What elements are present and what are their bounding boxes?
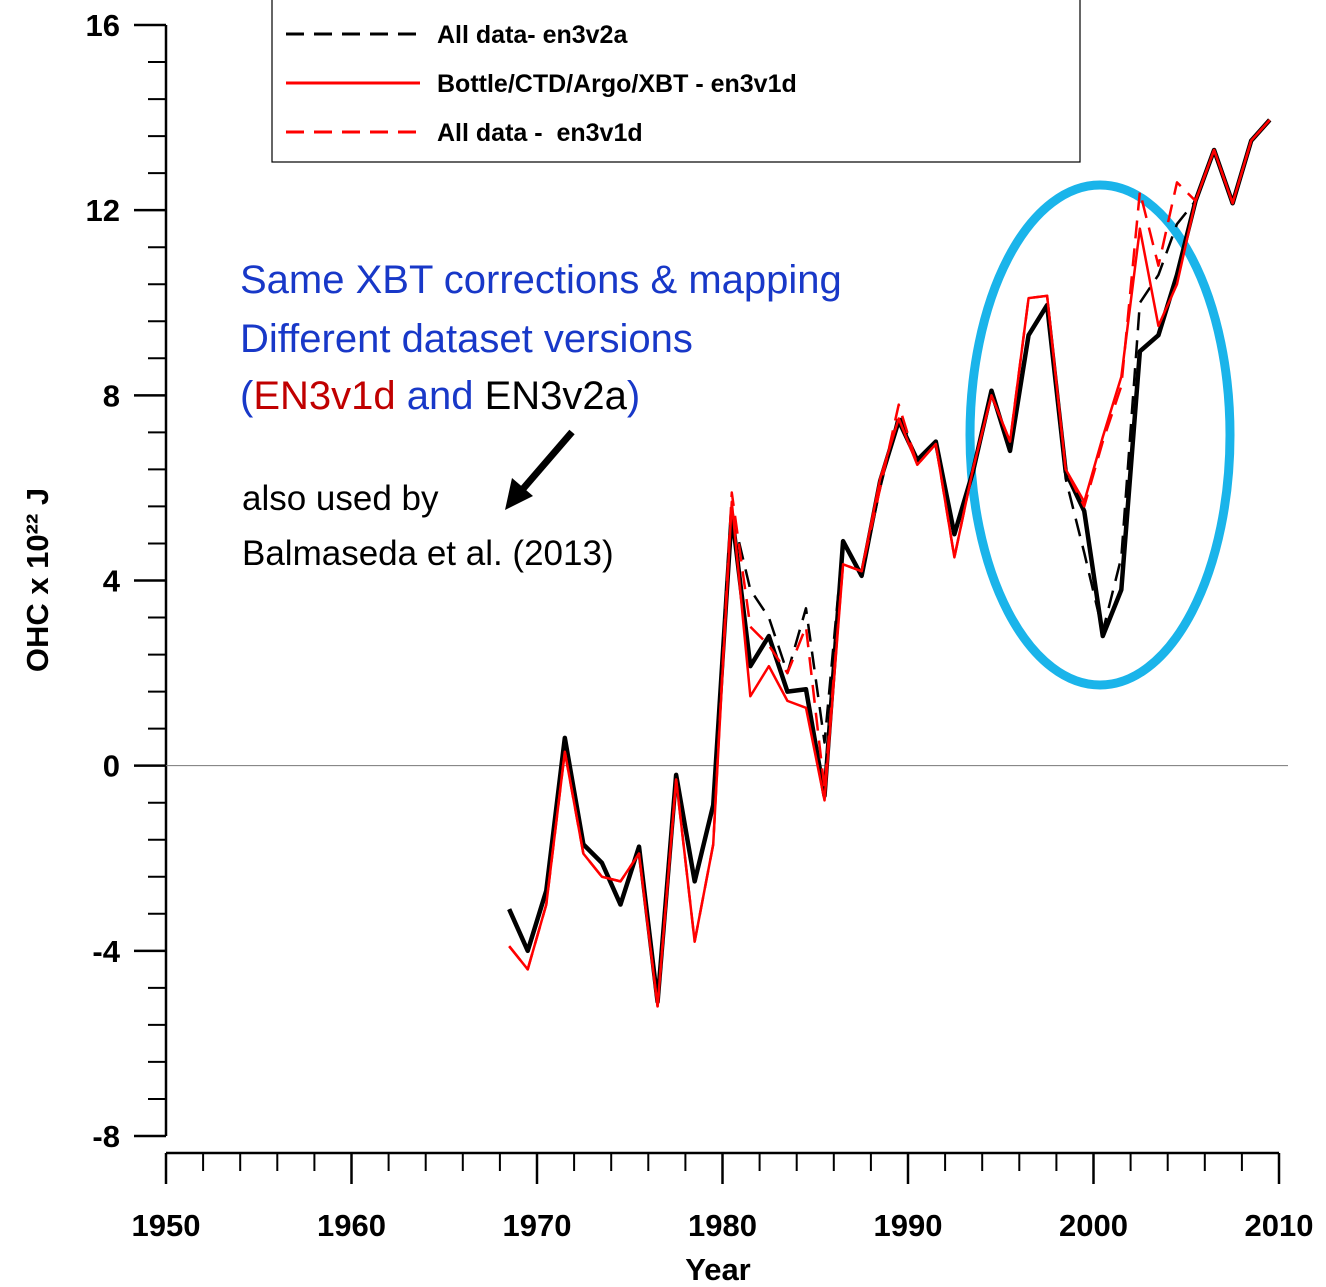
annotation-part: EN3v2a: [485, 374, 628, 418]
y-tick-label: -8: [92, 1119, 120, 1154]
series-line: [508, 119, 1271, 1008]
series-line: [508, 119, 1271, 1003]
x-tick-label: 1990: [874, 1208, 943, 1243]
note: Balmaseda et al. (2013): [242, 534, 614, 573]
highlight-ellipse: [965, 180, 1235, 690]
x-tick-label: 1960: [317, 1208, 386, 1243]
y-tick-label: 16: [86, 8, 120, 43]
y-tick-label: 0: [103, 749, 120, 784]
annotation-part: ): [627, 374, 640, 418]
legend-label: All data - en3v1d: [437, 119, 643, 147]
x-tick-label: 1980: [688, 1208, 757, 1243]
legend-label: All data- en3v2a: [437, 21, 628, 49]
y-tick-label: 8: [103, 378, 120, 413]
annotation: Different dataset versions: [240, 317, 693, 361]
legend-box: [271, 0, 1081, 163]
y-tick-label: 4: [103, 564, 121, 599]
annotation: Same XBT corrections & mapping: [240, 258, 842, 302]
legend-label: Bottle/CTD/Argo/XBT - en3v1d: [437, 70, 797, 98]
arrow: [519, 429, 575, 493]
x-tick-label: 2010: [1245, 1208, 1314, 1243]
annotation-part: and: [396, 374, 485, 418]
arrow-head: [505, 478, 533, 510]
series-line: [507, 118, 1272, 1004]
note: also used by: [242, 479, 439, 518]
y-tick-label: -4: [92, 934, 120, 969]
y-axis-label: OHC x 10²² J: [20, 488, 55, 672]
annotation: (EN3v1d and EN3v2a): [240, 374, 640, 418]
x-tick-label: 1950: [132, 1208, 201, 1243]
annotation-part: (: [240, 374, 254, 418]
annotation-part: EN3v1d: [253, 374, 395, 418]
series-line: [508, 119, 1271, 1008]
x-tick-label: 1970: [503, 1208, 572, 1243]
x-axis-label: Year: [685, 1252, 751, 1287]
x-tick-label: 2000: [1059, 1208, 1128, 1243]
y-tick-label: 12: [86, 193, 120, 228]
